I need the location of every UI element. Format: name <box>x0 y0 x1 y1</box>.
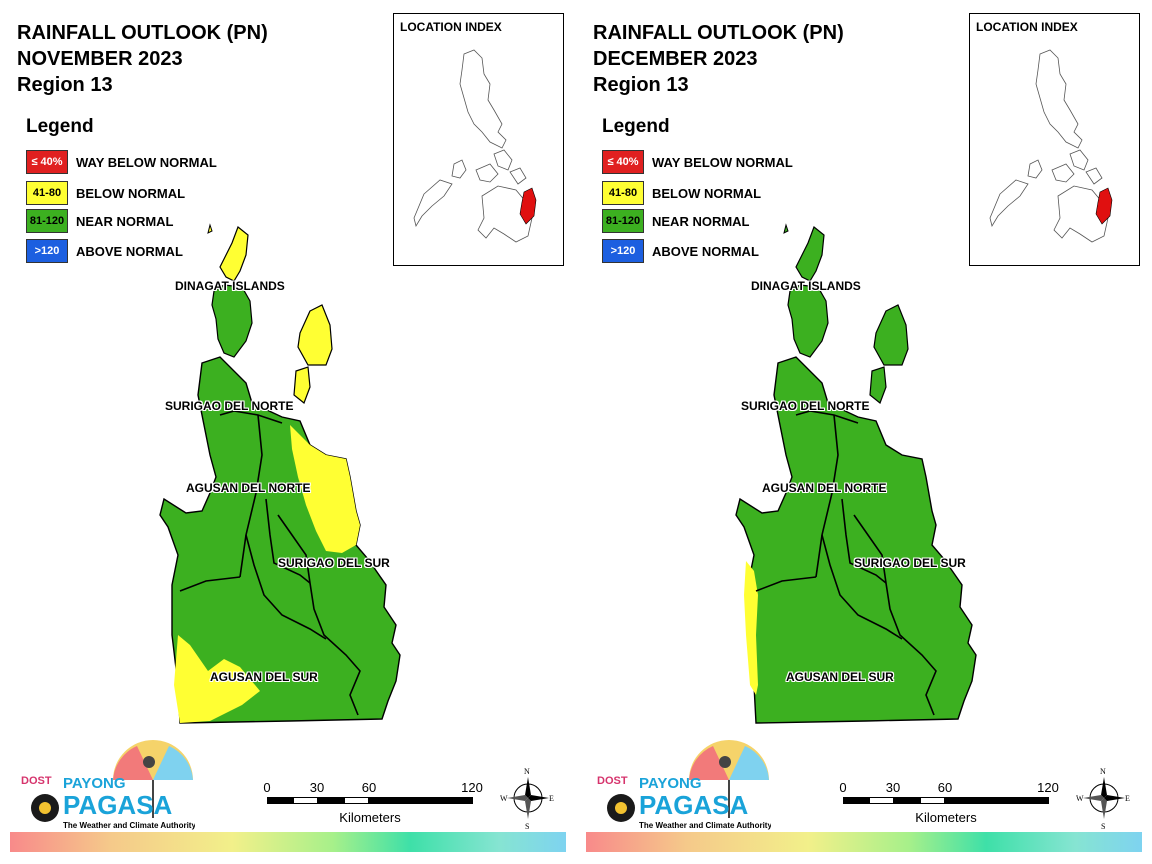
title-line-3: Region 13 <box>17 74 113 96</box>
legend-swatch-green: 81-120 <box>602 209 644 233</box>
title-line-1: RAINFALL OUTLOOK (PN) <box>17 22 268 44</box>
dost-text: DOST <box>21 775 52 787</box>
map-title: RAINFALL OUTLOOK (PN) DECEMBER 2023 Regi… <box>593 20 844 98</box>
label-agusan-del-sur: AGUSAN DEL SUR <box>786 670 894 684</box>
legend-label: BELOW NORMAL <box>76 186 186 201</box>
title-line-1: RAINFALL OUTLOOK (PN) <box>593 22 844 44</box>
label-agusan-del-sur: AGUSAN DEL SUR <box>210 670 318 684</box>
pagasa-logo: DOST PAYONG PAGASA The Weather and Clima… <box>15 740 196 835</box>
legend-swatch-red: ≤ 40% <box>602 150 644 174</box>
title-line-2: NOVEMBER 2023 <box>17 48 183 70</box>
philippines-outline-map <box>989 49 1113 243</box>
title-line-3: Region 13 <box>593 74 689 96</box>
legend-label: ABOVE NORMAL <box>652 244 759 259</box>
scale-bar: 0 30 60 120 Kilometers <box>263 780 487 830</box>
legend-label: NEAR NORMAL <box>76 214 174 229</box>
label-dinagat-islands: DINAGAT ISLANDS <box>175 279 285 293</box>
label-surigao-del-norte: SURIGAO DEL NORTE <box>165 399 294 413</box>
scale-unit: Kilometers <box>915 810 977 825</box>
location-index-title: LOCATION INDEX <box>400 20 502 34</box>
compass-rose-icon: N S E W <box>500 767 554 831</box>
label-surigao-del-sur: SURIGAO DEL SUR <box>278 556 390 570</box>
legend-swatch-yellow: 41-80 <box>602 181 644 205</box>
scale-tick-0: 0 <box>263 780 271 795</box>
payong-text: PAYONG <box>639 775 702 792</box>
scale-bar: 0 30 60 120 Kilometers <box>839 780 1063 830</box>
color-gradient-strip <box>10 832 566 852</box>
legend-swatch-red: ≤ 40% <box>26 150 68 174</box>
pagasa-text: PAGASA <box>639 790 749 820</box>
svg-text:N: N <box>1100 767 1106 776</box>
outlook-panel-november: RAINFALL OUTLOOK (PN) NOVEMBER 2023 Regi… <box>10 13 566 852</box>
legend-label: BELOW NORMAL <box>652 186 762 201</box>
svg-text:S: S <box>1101 822 1105 831</box>
legend-title: Legend <box>602 116 670 137</box>
compass-rose-icon: N S E W <box>1076 767 1130 831</box>
label-agusan-del-norte: AGUSAN DEL NORTE <box>186 481 311 495</box>
location-index: LOCATION INDEX <box>969 13 1140 266</box>
legend-swatch-blue: >120 <box>26 239 68 263</box>
legend-swatch-blue: >120 <box>602 239 644 263</box>
rainfall-map-november <box>159 223 401 724</box>
scale-tick-30: 30 <box>309 780 325 795</box>
outlook-panel-december: RAINFALL OUTLOOK (PN) DECEMBER 2023 Regi… <box>576 0 1152 864</box>
payong-umbrella-icon: DOST PAYONG PAGASA The Weather and Clima… <box>597 740 772 830</box>
legend-label: WAY BELOW NORMAL <box>76 155 217 170</box>
scale-tick-0: 0 <box>839 780 847 795</box>
pagasa-text: PAGASA <box>63 790 173 820</box>
location-index: LOCATION INDEX <box>393 13 564 266</box>
legend-label: NEAR NORMAL <box>652 214 750 229</box>
svg-text:E: E <box>549 794 554 803</box>
scale-tick-120: 120 <box>1037 780 1059 795</box>
svg-text:S: S <box>525 822 529 831</box>
dost-text: DOST <box>597 775 628 787</box>
legend-swatch-yellow: 41-80 <box>26 181 68 205</box>
svg-text:W: W <box>1076 794 1084 803</box>
label-dinagat-islands: DINAGAT ISLANDS <box>751 279 861 293</box>
label-surigao-del-sur: SURIGAO DEL SUR <box>854 556 966 570</box>
north-arrow-compass: N S E W <box>500 765 556 831</box>
scale-tick-60: 60 <box>937 780 953 795</box>
label-surigao-del-norte: SURIGAO DEL NORTE <box>741 399 870 413</box>
map-title: RAINFALL OUTLOOK (PN) NOVEMBER 2023 Regi… <box>17 20 268 98</box>
scale-tick-30: 30 <box>885 780 901 795</box>
svg-text:W: W <box>500 794 508 803</box>
svg-text:N: N <box>524 767 530 776</box>
svg-text:E: E <box>1125 794 1130 803</box>
legend-label: WAY BELOW NORMAL <box>652 155 793 170</box>
scale-tick-120: 120 <box>461 780 483 795</box>
scale-unit: Kilometers <box>339 810 401 825</box>
payong-umbrella-icon: DOST PAYONG PAGASA The Weather and Clima… <box>21 740 196 830</box>
north-arrow-compass: N S E W <box>1076 765 1132 831</box>
legend-label: ABOVE NORMAL <box>76 244 183 259</box>
location-index-title: LOCATION INDEX <box>976 20 1078 34</box>
legend-title: Legend <box>26 116 94 137</box>
philippines-outline-map <box>413 49 537 243</box>
title-line-2: DECEMBER 2023 <box>593 48 758 70</box>
region-13-highlight <box>1095 187 1113 225</box>
tagline-text: The Weather and Climate Authority <box>63 821 195 830</box>
legend-swatch-green: 81-120 <box>26 209 68 233</box>
tagline-text: The Weather and Climate Authority <box>639 821 771 830</box>
rainfall-map-december <box>735 223 977 724</box>
region-13-highlight <box>519 187 537 225</box>
payong-text: PAYONG <box>63 775 126 792</box>
color-gradient-strip <box>586 832 1142 852</box>
pagasa-logo: DOST PAYONG PAGASA The Weather and Clima… <box>591 740 772 835</box>
label-agusan-del-norte: AGUSAN DEL NORTE <box>762 481 887 495</box>
scale-tick-60: 60 <box>361 780 377 795</box>
